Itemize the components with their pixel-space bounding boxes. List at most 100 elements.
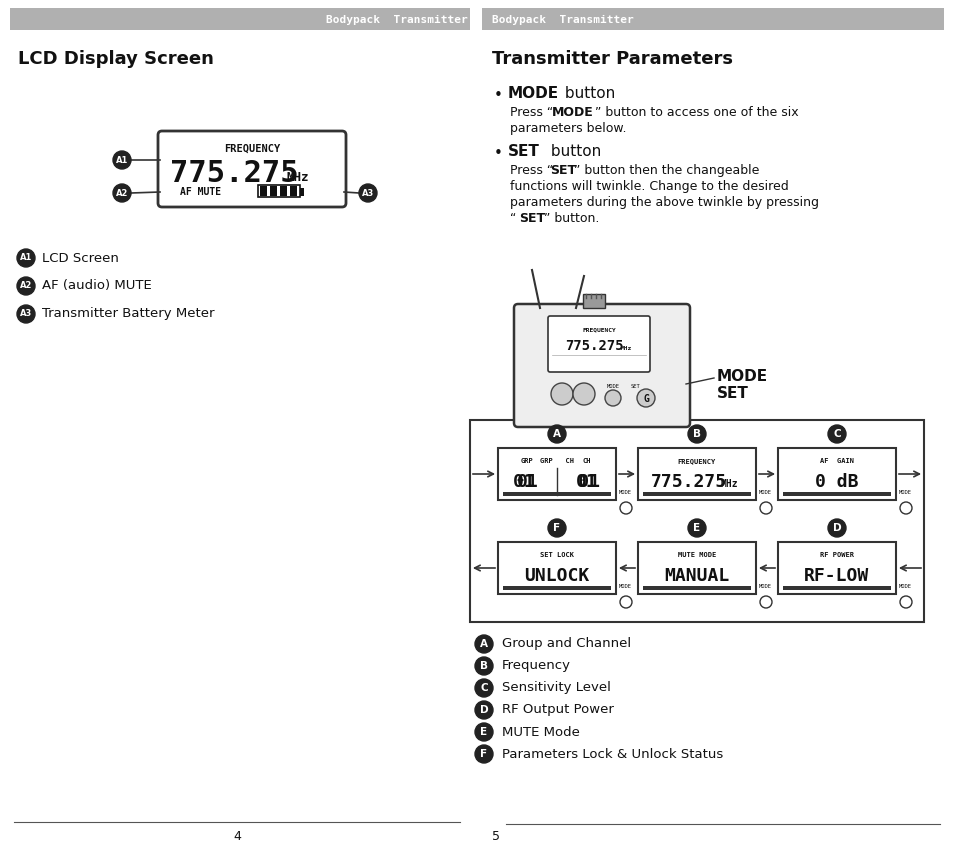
Circle shape bbox=[899, 596, 911, 608]
Bar bbox=[260, 186, 267, 196]
Circle shape bbox=[112, 184, 131, 202]
FancyBboxPatch shape bbox=[547, 316, 649, 372]
Text: GRP   CH: GRP CH bbox=[539, 458, 574, 464]
Text: MODE: MODE bbox=[618, 490, 631, 494]
Circle shape bbox=[475, 635, 493, 653]
Text: •: • bbox=[494, 146, 502, 161]
Bar bbox=[257, 185, 299, 197]
Circle shape bbox=[687, 519, 705, 537]
Text: FREQUENCY: FREQUENCY bbox=[224, 144, 280, 154]
Text: Group and Channel: Group and Channel bbox=[501, 638, 631, 650]
Text: SET LOCK: SET LOCK bbox=[539, 552, 574, 558]
Text: MUTE Mode: MUTE Mode bbox=[501, 726, 579, 739]
Text: D: D bbox=[479, 705, 488, 715]
Circle shape bbox=[17, 305, 35, 323]
Text: Frequency: Frequency bbox=[501, 660, 571, 672]
Text: 5: 5 bbox=[492, 829, 499, 842]
Circle shape bbox=[827, 425, 845, 443]
Text: A1: A1 bbox=[115, 155, 128, 165]
Text: MHz: MHz bbox=[720, 479, 737, 489]
Text: •: • bbox=[494, 88, 502, 103]
Bar bbox=[638, 542, 755, 594]
Bar bbox=[782, 492, 890, 496]
Text: ” button then the changeable: ” button then the changeable bbox=[574, 164, 759, 177]
Text: FREQUENCY: FREQUENCY bbox=[581, 328, 616, 333]
Text: F: F bbox=[553, 523, 560, 533]
Circle shape bbox=[827, 519, 845, 537]
Circle shape bbox=[547, 519, 565, 537]
Text: 01: 01 bbox=[517, 473, 537, 491]
Circle shape bbox=[604, 390, 620, 406]
Bar bbox=[497, 542, 616, 594]
Text: Sensitivity Level: Sensitivity Level bbox=[501, 682, 610, 694]
Bar bbox=[470, 420, 923, 622]
Bar bbox=[778, 448, 895, 500]
Text: MODE: MODE bbox=[507, 86, 558, 101]
Text: B: B bbox=[692, 429, 700, 439]
Circle shape bbox=[547, 425, 565, 443]
Text: 775.275: 775.275 bbox=[650, 473, 726, 491]
Text: UNLOCK: UNLOCK bbox=[524, 567, 589, 585]
Circle shape bbox=[760, 596, 771, 608]
Circle shape bbox=[17, 249, 35, 267]
Bar bbox=[642, 492, 750, 496]
Text: parameters below.: parameters below. bbox=[510, 122, 626, 135]
Text: MODE: MODE bbox=[618, 583, 631, 588]
Bar bbox=[497, 448, 616, 500]
FancyBboxPatch shape bbox=[514, 304, 689, 427]
Text: GRP: GRP bbox=[520, 458, 534, 464]
Text: 01    01: 01 01 bbox=[513, 473, 599, 491]
Text: “: “ bbox=[510, 212, 516, 225]
Text: Bodypack  Transmitter: Bodypack Transmitter bbox=[326, 15, 468, 25]
Bar bbox=[782, 586, 890, 590]
Text: Press “: Press “ bbox=[510, 106, 553, 119]
Circle shape bbox=[475, 723, 493, 741]
Bar bbox=[502, 492, 610, 496]
Bar bbox=[778, 542, 895, 594]
Text: ” button.: ” button. bbox=[543, 212, 598, 225]
Text: MODE: MODE bbox=[717, 368, 767, 384]
Text: MANUAL: MANUAL bbox=[663, 567, 729, 585]
Text: button: button bbox=[559, 86, 615, 101]
Text: A1: A1 bbox=[20, 254, 32, 262]
Text: ” button to access one of the six: ” button to access one of the six bbox=[595, 106, 798, 119]
Text: G: G bbox=[642, 394, 648, 404]
Circle shape bbox=[899, 502, 911, 514]
Text: functions will twinkle. Change to the desired: functions will twinkle. Change to the de… bbox=[510, 180, 788, 193]
Circle shape bbox=[637, 389, 655, 407]
Circle shape bbox=[112, 151, 131, 169]
Text: A: A bbox=[479, 639, 488, 649]
Circle shape bbox=[475, 701, 493, 719]
Text: SET: SET bbox=[631, 384, 640, 389]
Circle shape bbox=[573, 383, 595, 405]
Text: A3: A3 bbox=[361, 188, 374, 198]
Circle shape bbox=[687, 425, 705, 443]
Circle shape bbox=[475, 745, 493, 763]
Bar bbox=[638, 448, 755, 500]
Text: F: F bbox=[480, 749, 487, 759]
Text: 775.275: 775.275 bbox=[170, 159, 298, 188]
Text: parameters during the above twinkle by pressing: parameters during the above twinkle by p… bbox=[510, 196, 818, 209]
Text: button: button bbox=[545, 144, 600, 159]
Circle shape bbox=[358, 184, 376, 202]
Text: A: A bbox=[553, 429, 560, 439]
Text: Parameters Lock & Unlock Status: Parameters Lock & Unlock Status bbox=[501, 747, 722, 761]
Bar bbox=[299, 188, 304, 196]
Text: FREQUENCY: FREQUENCY bbox=[678, 458, 716, 464]
Text: MHz: MHz bbox=[287, 171, 309, 183]
Text: MODE: MODE bbox=[552, 106, 593, 119]
Bar bbox=[280, 186, 287, 196]
Text: 775.275: 775.275 bbox=[564, 339, 622, 353]
Text: D: D bbox=[832, 523, 841, 533]
Bar bbox=[502, 586, 610, 590]
Bar bbox=[481, 8, 943, 30]
Text: MODE: MODE bbox=[898, 583, 911, 588]
Text: 01: 01 bbox=[575, 473, 597, 491]
Text: LCD Display Screen: LCD Display Screen bbox=[18, 50, 213, 68]
Text: CH: CH bbox=[581, 458, 590, 464]
Bar bbox=[270, 186, 276, 196]
Text: AF MUTE: AF MUTE bbox=[180, 187, 221, 197]
Circle shape bbox=[475, 657, 493, 675]
Text: C: C bbox=[832, 429, 840, 439]
Text: MUTE MODE: MUTE MODE bbox=[678, 552, 716, 558]
